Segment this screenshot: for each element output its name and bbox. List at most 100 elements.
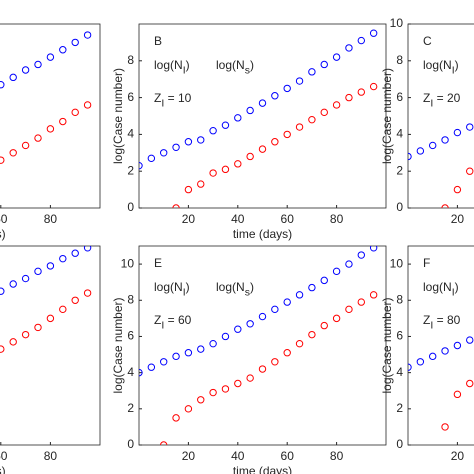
y-tick-label: 6 <box>396 90 403 104</box>
marker <box>320 60 328 69</box>
marker <box>441 423 449 431</box>
marker <box>258 312 267 321</box>
marker <box>46 262 55 270</box>
marker <box>209 127 217 135</box>
legend-entry: log(Ns) <box>216 58 254 76</box>
marker <box>429 141 437 150</box>
marker <box>184 138 193 146</box>
y-tick-label: 2 <box>127 401 134 415</box>
marker <box>139 161 143 170</box>
marker <box>221 165 230 174</box>
marker <box>46 314 55 323</box>
marker <box>83 246 92 252</box>
y-axis-label: log(Case number) <box>380 68 394 164</box>
marker <box>369 291 378 299</box>
legend-entry-part: I <box>452 64 455 76</box>
series-group <box>0 246 92 353</box>
marker <box>246 320 254 328</box>
marker <box>209 339 217 348</box>
legend-entry-part: log(N <box>216 280 245 294</box>
x-tick-label: 80 <box>330 449 344 463</box>
marker <box>197 396 205 404</box>
marker <box>34 134 42 142</box>
series-group <box>408 336 474 431</box>
x-tick-label: 80 <box>330 212 344 226</box>
marker <box>345 260 353 268</box>
marker <box>246 152 254 161</box>
annotation-part: = 10 <box>164 91 191 105</box>
marker <box>46 53 55 61</box>
marker <box>295 77 304 85</box>
y-tick-label: 2 <box>396 401 403 415</box>
y-axis-label: log(Case number) <box>111 68 125 164</box>
marker <box>441 347 449 355</box>
marker <box>369 82 378 91</box>
marker <box>160 149 168 157</box>
marker <box>21 330 30 339</box>
y-tick-label: 4 <box>127 365 134 379</box>
x-tick-label: 40 <box>231 449 245 463</box>
marker <box>221 332 230 341</box>
marker <box>369 29 378 37</box>
y-axis-label: log(Case number) <box>380 297 394 393</box>
x-tick-label: 80 <box>44 212 58 226</box>
marker <box>209 169 217 177</box>
y-tick-label: 0 <box>396 200 403 214</box>
x-tick-label: 60 <box>281 212 295 226</box>
marker <box>234 114 242 122</box>
marker <box>283 130 291 139</box>
y-tick-label: 0 <box>396 437 403 451</box>
marker <box>295 291 304 299</box>
marker <box>345 44 353 52</box>
marker <box>172 143 180 151</box>
marker <box>221 385 230 393</box>
y-tick-label: 6 <box>127 90 134 104</box>
y-tick-label: 2 <box>396 163 403 177</box>
marker <box>234 160 242 168</box>
y-tick-label: 8 <box>396 53 403 67</box>
marker <box>172 352 180 361</box>
legend-entry-part: I <box>452 286 455 298</box>
legend-entry-part: ) <box>186 280 190 294</box>
legend-entry-part: ) <box>455 58 459 72</box>
marker <box>59 117 67 126</box>
marker <box>0 156 5 164</box>
x-axis-label: time (days) <box>233 227 292 241</box>
marker <box>453 185 462 194</box>
marker <box>308 330 316 339</box>
marker <box>408 363 412 371</box>
legend-entry: log(NI) <box>154 280 190 298</box>
annotation-part: = 20 <box>433 91 460 105</box>
marker <box>71 249 79 257</box>
legend-entry-part: s <box>245 64 250 76</box>
series-group <box>408 123 474 208</box>
axes-box <box>0 245 101 446</box>
marker <box>184 185 193 194</box>
marker <box>332 53 341 61</box>
marker <box>0 345 5 353</box>
marker <box>332 267 341 276</box>
marker <box>357 36 365 45</box>
series-group <box>139 246 378 445</box>
y-tick-label: 6 <box>127 329 134 343</box>
marker <box>34 60 42 69</box>
marker <box>34 323 42 332</box>
marker <box>295 339 304 348</box>
x-axis-label: time (days) <box>0 464 6 474</box>
panel-label: E <box>154 256 162 270</box>
y-tick-label: 8 <box>127 53 134 67</box>
panel-label: B <box>154 34 162 48</box>
legend-entry-part: log(N <box>216 58 245 72</box>
marker <box>357 251 365 259</box>
x-tick-label: 20 <box>182 212 196 226</box>
legend-entry: log(NI) <box>423 280 459 298</box>
marker <box>271 138 279 146</box>
x-axis-label: time (days) <box>233 464 292 474</box>
y-tick-label: 4 <box>396 365 403 379</box>
marker <box>234 325 242 333</box>
legend-entry-part: ) <box>250 280 254 294</box>
series-group <box>0 31 92 164</box>
